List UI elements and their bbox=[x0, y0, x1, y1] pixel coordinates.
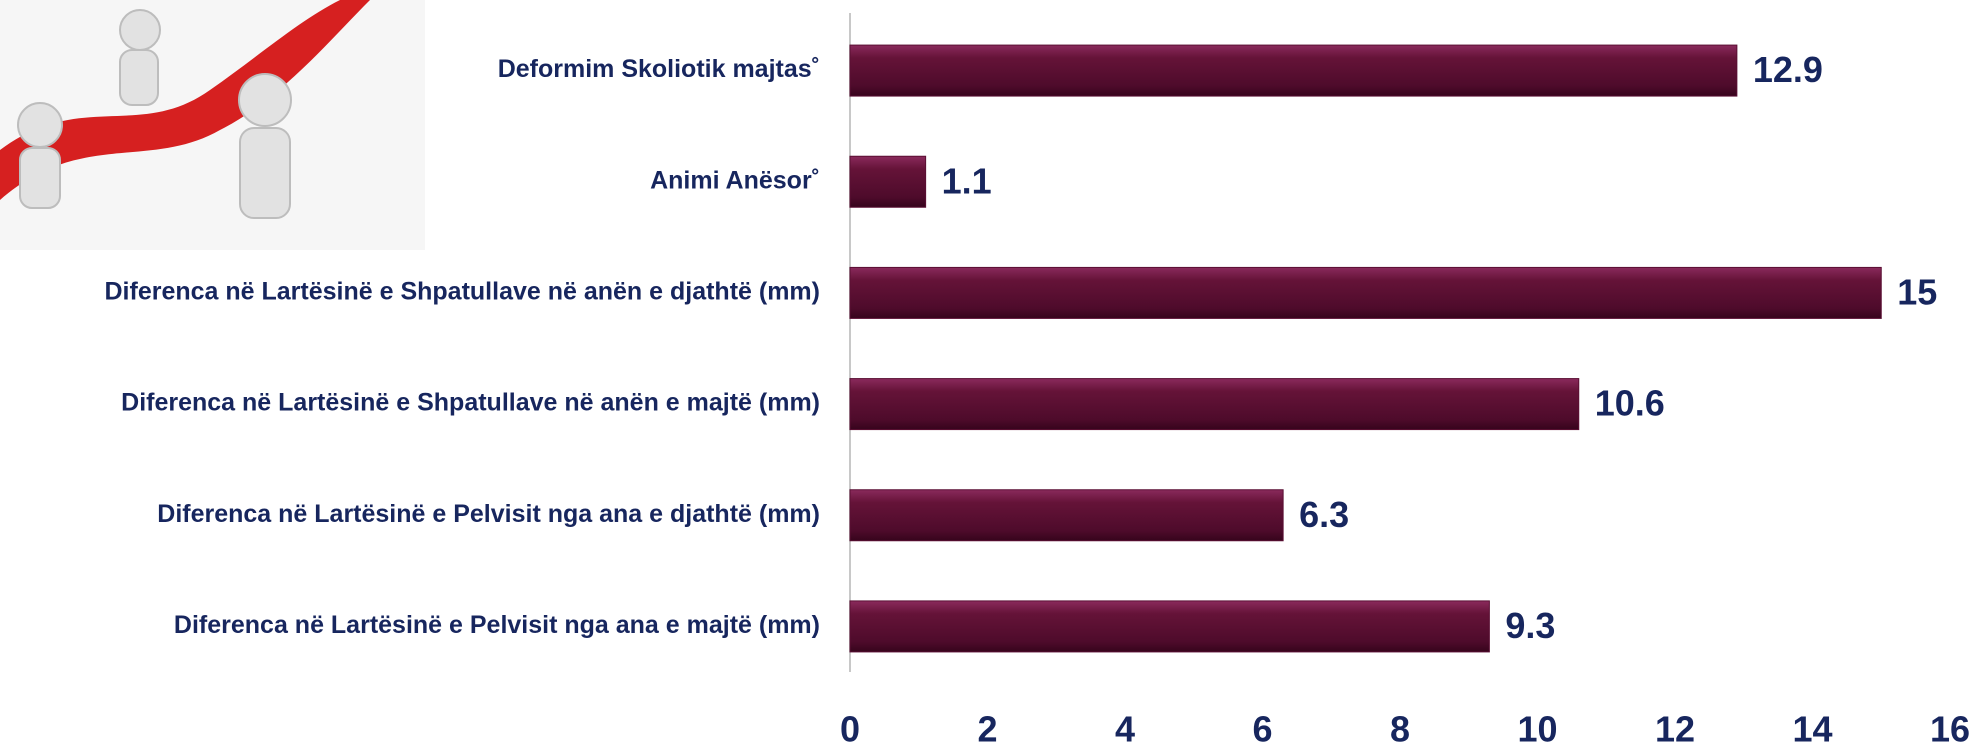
x-tick-label: 12 bbox=[1655, 709, 1695, 748]
x-tick-label: 16 bbox=[1930, 709, 1970, 748]
category-label: Diferenca në Lartësinë e Pelvisit nga an… bbox=[157, 500, 820, 528]
value-label: 10.6 bbox=[1595, 383, 1665, 424]
bar bbox=[849, 378, 1580, 431]
bar bbox=[849, 44, 1738, 97]
x-tick-label: 4 bbox=[1115, 709, 1135, 748]
x-tick-label: 0 bbox=[840, 709, 860, 748]
value-label: 9.3 bbox=[1505, 605, 1555, 646]
category-label: Diferenca në Lartësinë e Shpatullave në … bbox=[105, 278, 821, 306]
bar bbox=[849, 266, 1882, 319]
x-tick-label: 10 bbox=[1517, 709, 1557, 748]
category-label: Deformim Skoliotik majtas˚ bbox=[498, 55, 820, 83]
x-tick-label: 6 bbox=[1252, 709, 1272, 748]
category-label: Diferenca në Lartësinë e Shpatullave në … bbox=[121, 389, 820, 417]
category-label: Diferenca në Lartësinë e Pelvisit nga an… bbox=[174, 611, 820, 639]
decorative-image bbox=[0, 0, 425, 250]
x-tick-label: 8 bbox=[1390, 709, 1410, 748]
value-label: 15 bbox=[1897, 271, 1937, 312]
bar bbox=[849, 155, 927, 208]
x-tick-label: 14 bbox=[1792, 709, 1832, 748]
value-label: 6.3 bbox=[1299, 494, 1349, 535]
value-label: 12.9 bbox=[1753, 49, 1823, 90]
value-label: 1.1 bbox=[942, 160, 992, 201]
x-tick-label: 2 bbox=[977, 709, 997, 748]
bar bbox=[849, 489, 1284, 542]
bar bbox=[849, 600, 1490, 653]
category-label: Animi Anësor˚ bbox=[650, 166, 820, 194]
